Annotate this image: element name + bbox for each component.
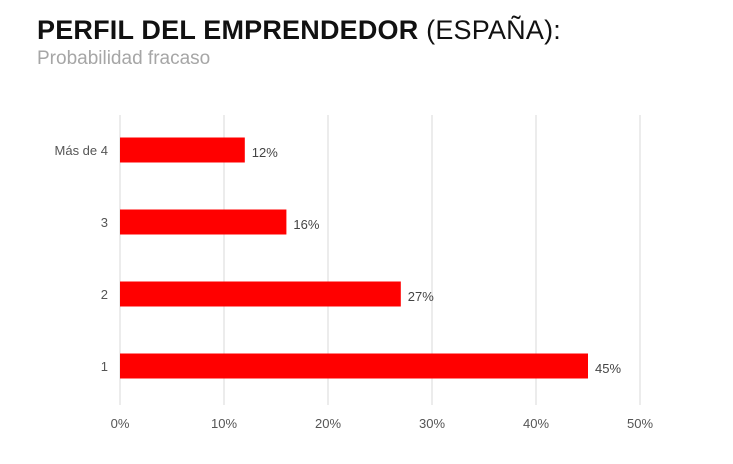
x-tick-label: 20% bbox=[315, 416, 341, 431]
x-tick-label: 40% bbox=[523, 416, 549, 431]
x-tick-label: 50% bbox=[627, 416, 653, 431]
chart-title: PERFIL DEL EMPRENDEDOR (ESPAÑA): bbox=[37, 12, 561, 48]
bar bbox=[120, 353, 588, 379]
chart-subtitle: Probabilidad fracaso bbox=[37, 48, 211, 69]
bar bbox=[120, 209, 287, 235]
chart-title-rest: (ESPAÑA): bbox=[418, 15, 561, 45]
y-category-label: 2 bbox=[101, 287, 108, 302]
y-category-label: 3 bbox=[101, 215, 108, 230]
data-label: 16% bbox=[293, 217, 319, 232]
bar bbox=[120, 281, 401, 307]
y-category-label: 1 bbox=[101, 359, 108, 374]
y-category-label: Más de 4 bbox=[55, 143, 108, 158]
x-tick-label: 0% bbox=[111, 416, 130, 431]
data-label: 45% bbox=[595, 361, 621, 376]
data-label: 27% bbox=[408, 289, 434, 304]
x-tick-label: 10% bbox=[211, 416, 237, 431]
chart-title-bold: PERFIL DEL EMPRENDEDOR bbox=[37, 15, 419, 45]
bar bbox=[120, 137, 245, 163]
x-tick-label: 30% bbox=[419, 416, 445, 431]
data-label: 12% bbox=[252, 145, 278, 160]
